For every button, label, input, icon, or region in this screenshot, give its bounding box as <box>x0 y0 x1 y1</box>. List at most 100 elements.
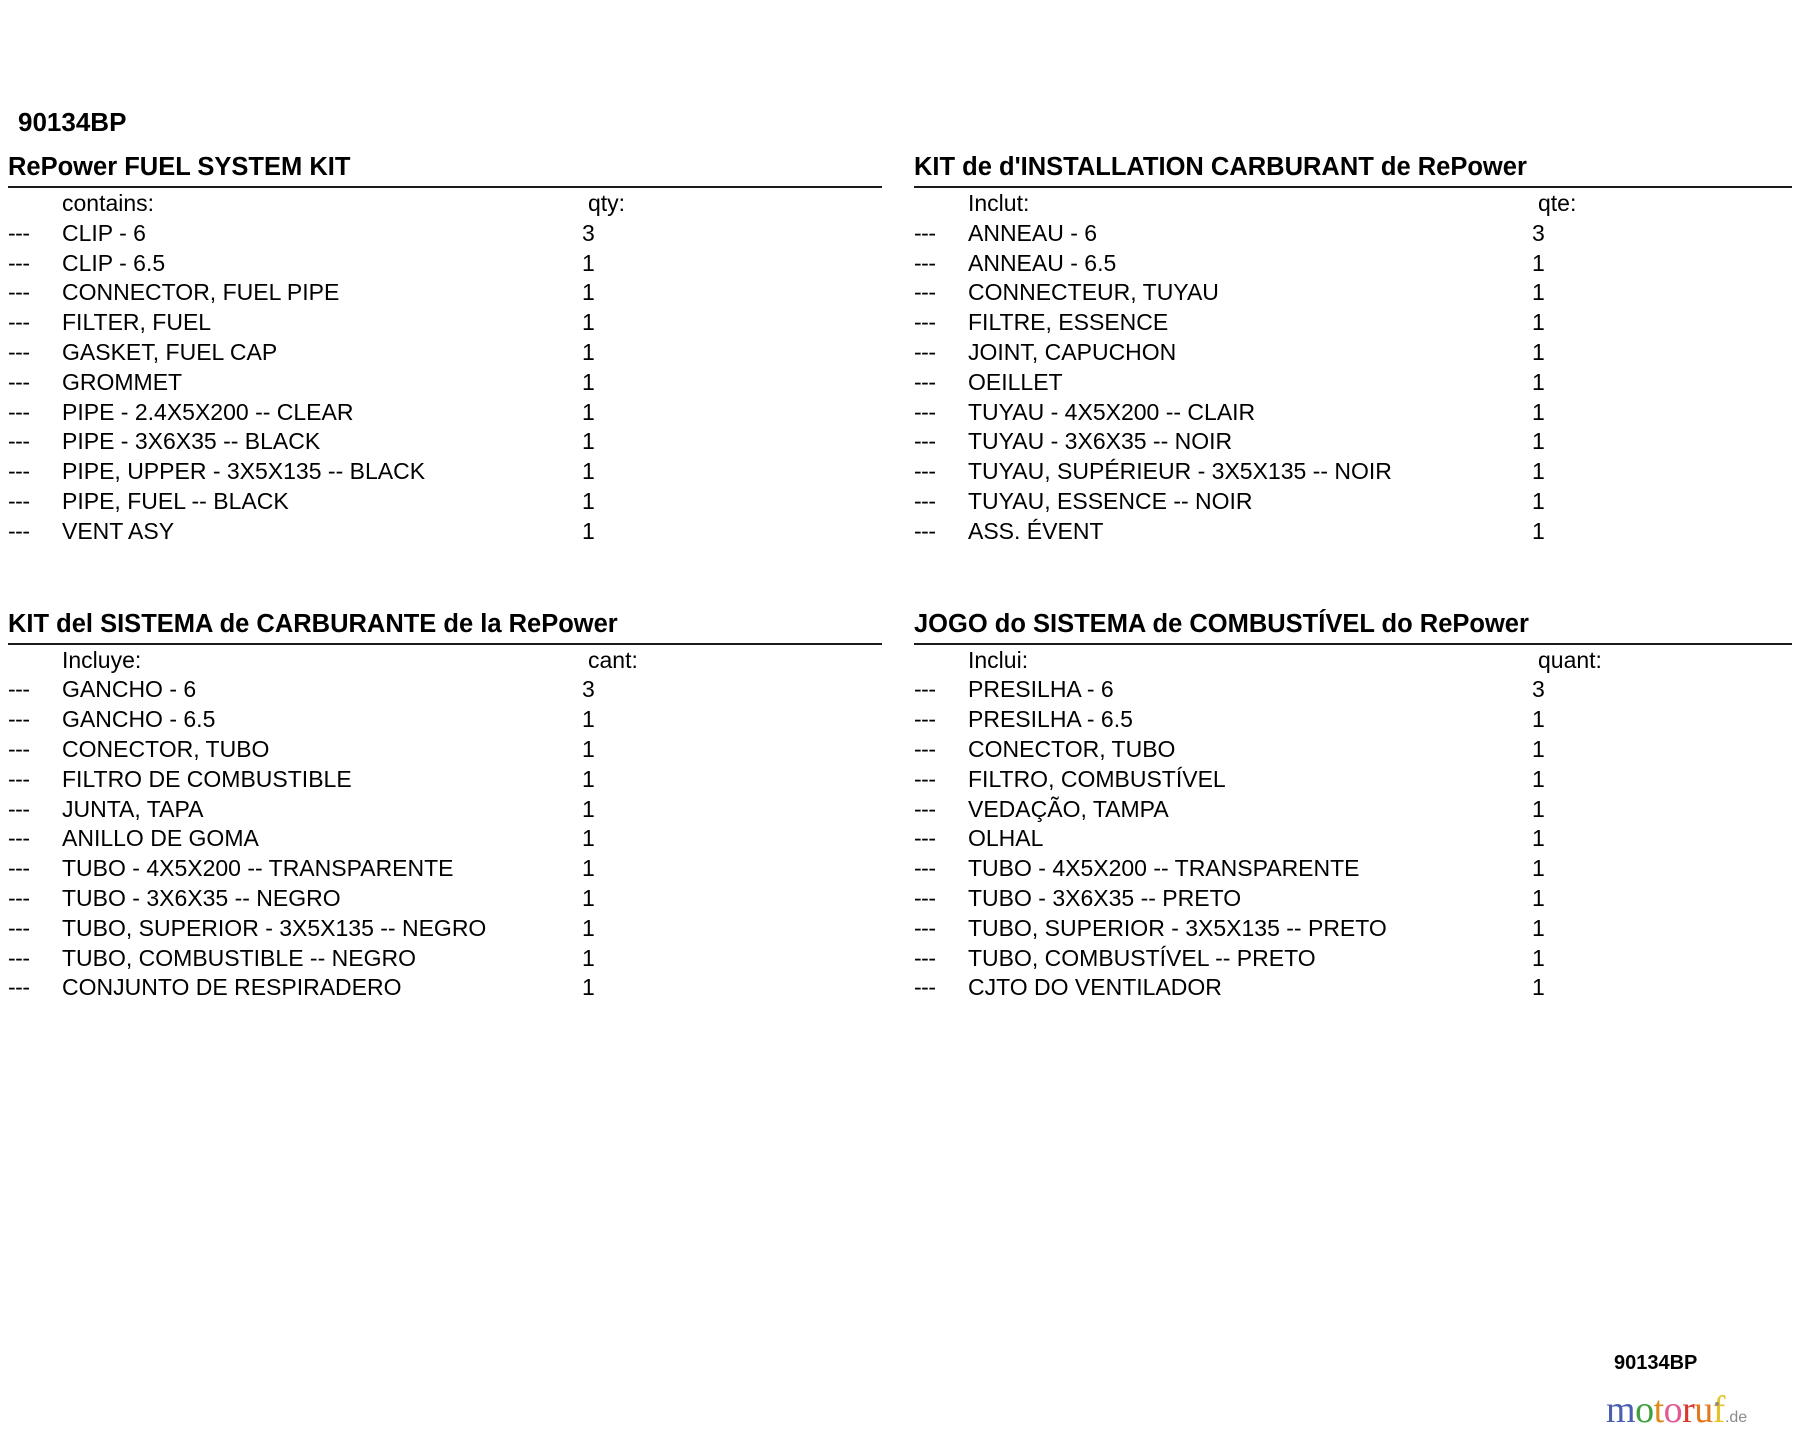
row-part-name: ANNEAU - 6.5 <box>968 249 1117 276</box>
table-row: --- TUBO, COMBUSTÍVEL -- PRETO 1 <box>914 944 1792 974</box>
logo-letter: r <box>1682 1389 1695 1431</box>
table-header-row: contains: qty: <box>8 189 882 219</box>
row-part-name: PRESILHA - 6 <box>968 676 1114 703</box>
header-dash-spacer <box>8 646 62 676</box>
table-row: --- PIPE - 3X6X35 -- BLACK 1 <box>8 427 882 457</box>
row-quantity: 1 <box>582 279 595 306</box>
row-quantity: 1 <box>582 517 595 544</box>
row-quantity: 1 <box>1532 398 1545 425</box>
row-quantity: 1 <box>582 765 595 792</box>
table-row: --- TUBO - 4X5X200 -- TRANSPARENTE 1 <box>914 854 1792 884</box>
row-dash-marker: --- <box>8 855 30 882</box>
kit-panel-spanish: KIT del SISTEMA de CARBURANTE de la RePo… <box>0 609 900 1004</box>
row-part-name: PRESILHA - 6.5 <box>968 706 1133 733</box>
table-row: --- CONNECTOR, FUEL PIPE 1 <box>8 278 882 308</box>
row-dash-marker: --- <box>8 368 30 395</box>
table-row: --- TUBO - 3X6X35 -- NEGRO 1 <box>8 884 882 914</box>
table-row: --- FILTRE, ESSENCE 1 <box>914 308 1792 338</box>
kit-panels-grid: RePower FUEL SYSTEM KIT contains: qty: --- C… <box>0 152 1800 1003</box>
table-row: --- ANNEAU - 6 3 <box>914 219 1792 249</box>
row-part-name: GROMMET <box>62 368 183 395</box>
kit-title-english: RePower FUEL SYSTEM KIT <box>8 153 351 181</box>
row-quantity: 1 <box>582 914 595 941</box>
table-row: --- TUBO, COMBUSTIBLE -- NEGRO 1 <box>8 944 882 974</box>
table-row: --- FILTRO, COMBUSTÍVEL 1 <box>914 765 1792 795</box>
row-quantity: 1 <box>582 735 595 762</box>
kit-title-rule <box>8 642 882 645</box>
row-quantity: 1 <box>1532 974 1545 1001</box>
kit-panel-row: RePower FUEL SYSTEM KIT contains: qty: --- C… <box>0 152 1800 547</box>
row-part-name: GANCHO - 6 <box>62 676 197 703</box>
table-header-row: Inclui: quant: <box>914 646 1792 676</box>
header-dash-spacer <box>914 646 968 676</box>
row-quantity: 3 <box>1532 676 1545 703</box>
table-row: --- JOINT, CAPUCHON 1 <box>914 338 1792 368</box>
row-dash-marker: --- <box>8 974 30 1001</box>
table-row: --- TUBO, SUPERIOR - 3X5X135 -- NEGRO 1 <box>8 914 882 944</box>
logo-letter: f <box>1712 1389 1726 1431</box>
kit-title-rule <box>8 186 882 188</box>
row-quantity: 1 <box>582 706 595 733</box>
row-quantity: 1 <box>1532 338 1545 365</box>
kit-panel-inner: RePower FUEL SYSTEM KIT contains: qty: --- C… <box>8 152 882 547</box>
table-row: --- VENT ASY 1 <box>8 517 882 547</box>
column-header-qty: quant: <box>1538 646 1602 673</box>
row-quantity: 3 <box>582 676 595 703</box>
row-part-name: FILTER, FUEL <box>62 309 212 336</box>
table-row: --- PIPE, FUEL -- BLACK 1 <box>8 487 882 517</box>
row-quantity: 3 <box>1532 219 1545 246</box>
row-part-name: ANNEAU - 6 <box>968 219 1098 246</box>
row-dash-marker: --- <box>914 676 936 703</box>
row-dash-marker: --- <box>914 735 936 762</box>
kit-title-spanish: KIT del SISTEMA de CARBURANTE de la RePo… <box>8 609 618 638</box>
kit-panel-inner: KIT del SISTEMA de CARBURANTE de la RePo… <box>8 609 882 1004</box>
table-row: --- CONNECTEUR, TUYAU 1 <box>914 278 1792 308</box>
kit-panel-inner: KIT de d'INSTALLATION CARBURANT de RePow… <box>914 152 1792 547</box>
logo-letter: m <box>1606 1389 1636 1431</box>
row-dash-marker: --- <box>914 487 936 514</box>
row-part-name: TUBO - 3X6X35 -- NEGRO <box>62 884 341 911</box>
logo-dot-accent-icon <box>1714 1402 1719 1406</box>
row-quantity: 1 <box>1532 944 1545 971</box>
row-part-name: OLHAL <box>968 825 1044 852</box>
table-row: --- TUBO - 3X6X35 -- PRETO 1 <box>914 884 1792 914</box>
logo-letter: o <box>1635 1389 1654 1431</box>
row-quantity: 1 <box>582 398 595 425</box>
row-dash-marker: --- <box>914 428 936 455</box>
row-dash-marker: --- <box>914 458 936 485</box>
table-row: --- VEDAÇÃO, TAMPA 1 <box>914 795 1792 825</box>
row-dash-marker: --- <box>914 706 936 733</box>
row-quantity: 1 <box>1532 487 1545 514</box>
table-row: --- GANCHO - 6 3 <box>8 675 882 705</box>
table-row: --- ASS. ÉVENT 1 <box>914 517 1792 547</box>
row-quantity: 1 <box>1532 825 1545 852</box>
row-dash-marker: --- <box>914 855 936 882</box>
row-part-name: ASS. ÉVENT <box>968 517 1104 544</box>
row-part-name: CONECTOR, TUBO <box>968 735 1176 762</box>
row-dash-marker: --- <box>8 795 30 822</box>
row-dash-marker: --- <box>914 279 936 306</box>
row-part-name: CLIP - 6 <box>62 219 146 246</box>
table-row: --- CJTO DO VENTILADOR 1 <box>914 973 1792 1003</box>
table-row: --- GANCHO - 6.5 1 <box>8 705 882 735</box>
kit-title-rule <box>914 186 1792 188</box>
row-dash-marker: --- <box>8 735 30 762</box>
logo-tld: .de <box>1724 1409 1748 1426</box>
row-part-name: ANILLO DE GOMA <box>62 825 259 852</box>
table-row: --- OLHAL 1 <box>914 824 1792 854</box>
kit-panel-french: KIT de d'INSTALLATION CARBURANT de RePow… <box>900 152 1800 547</box>
kit-contents-table-english: contains: qty: --- CLIP - 6 3 --- CLIP - 6.5 1-… <box>8 189 882 547</box>
row-part-name: OEILLET <box>968 368 1063 395</box>
column-header-qty: cant: <box>588 646 638 673</box>
row-part-name: TUBO, SUPERIOR - 3X5X135 -- NEGRO <box>62 914 487 941</box>
kit-title-rule <box>914 642 1792 645</box>
header-dash-spacer <box>914 189 968 219</box>
row-part-name: TUBO - 4X5X200 -- TRANSPARENTE <box>62 855 454 882</box>
kit-contents-table-spanish: Incluye: cant: --- GANCHO - 6 3 --- GANCHO - 6… <box>8 646 882 1004</box>
table-row: --- PRESILHA - 6.5 1 <box>914 705 1792 735</box>
row-part-name: CONECTOR, TUBO <box>62 735 270 762</box>
row-quantity: 1 <box>1532 855 1545 882</box>
row-part-name: TUYAU - 3X6X35 -- NOIR <box>968 428 1233 455</box>
row-quantity: 1 <box>1532 735 1545 762</box>
row-part-name: FILTRE, ESSENCE <box>968 309 1169 336</box>
